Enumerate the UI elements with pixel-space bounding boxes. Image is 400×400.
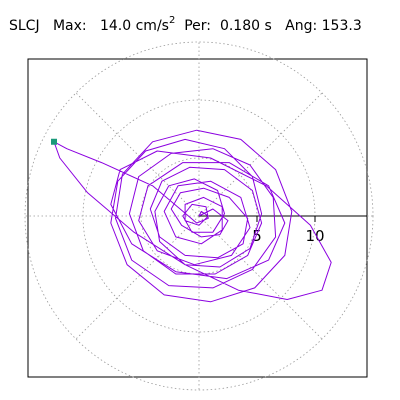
radial-axis-ticks: 5 10	[252, 216, 325, 245]
peak-point-marker	[51, 138, 57, 145]
grid-spoke-225	[75, 215, 200, 340]
plot-frame	[27, 58, 368, 378]
angle-label: Ang:	[285, 18, 318, 34]
grid-spoke-315	[198, 215, 323, 340]
angle-value: 153.3	[321, 18, 362, 34]
grid-spoke-45	[198, 92, 323, 217]
period-label: Per:	[184, 18, 212, 34]
orbit-series	[53, 129, 332, 303]
grid-ring-15	[24, 41, 374, 391]
peak-marker	[51, 138, 57, 145]
orbit-line-0	[53, 129, 332, 303]
period-value: 0.180 s	[219, 18, 272, 34]
chart-title: SLCJ Max: 14.0 cm/s2 Per: 0.180 s Ang: 1…	[9, 15, 362, 34]
tick-label-5: 5	[252, 227, 262, 245]
max-exponent: 2	[168, 15, 176, 26]
tick-label-10: 10	[305, 227, 324, 245]
max-value: 14.0 cm/s	[99, 18, 169, 34]
station-code: SLCJ	[9, 18, 40, 34]
max-label: Max:	[52, 18, 87, 34]
